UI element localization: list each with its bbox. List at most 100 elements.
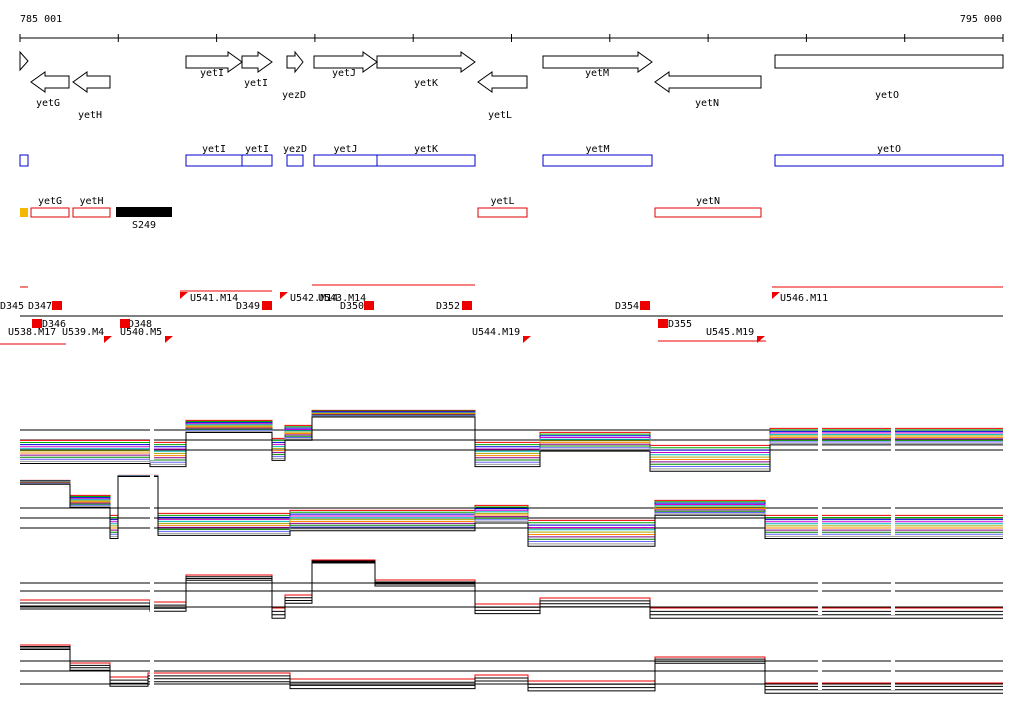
rna-label: S249 [132,220,156,231]
cds-label: yetJ [333,144,357,155]
gap [891,475,895,535]
segment-label: U543.M14 [318,293,366,304]
gene-arrow [654,71,762,93]
segment-label: D354 [615,301,639,312]
segment-label: U540.M5 [120,327,162,338]
cds-box [313,154,378,167]
segment-label: D355 [668,319,692,330]
segment-label: U539.M4 [62,327,104,338]
rna-label: yetL [490,196,514,207]
segment-marker [32,319,42,328]
segment-marker [640,301,650,310]
gene-arrow [542,51,653,73]
gene-label: yetO [875,90,899,101]
rna-label: yetG [38,196,62,207]
segment-label: U542.M14 [290,293,338,304]
segment-label: U546.M11 [780,293,828,304]
gap [150,630,154,690]
segment-label: D350 [340,301,364,312]
expression-trace [20,646,1003,687]
gene-label: yetG [36,98,60,109]
gene-label: yetK [414,78,438,89]
expression-trace [20,412,1003,458]
cds-box [286,154,304,167]
cds-label: yetK [414,144,438,155]
gap [891,555,895,615]
rna-label: yetN [696,196,720,207]
ruler-end: 795 000 [960,14,1002,25]
gene-label: yetI [200,68,224,79]
segment-marker [262,301,272,310]
gene-arrow [477,71,528,93]
cds-label: yetI [245,144,269,155]
segment-corner [523,336,531,343]
segment-label: U541.M14 [190,293,238,304]
cds-box [542,154,653,167]
gap [150,475,154,535]
gene-arrow [313,51,378,73]
cds-label: yetI [202,144,226,155]
expression-trace [20,562,1003,619]
segment-corner [772,292,780,299]
segment-marker [120,319,130,328]
gene-label: yetI [244,78,268,89]
expression-trace [20,476,1003,547]
segment-label: D348 [128,319,152,330]
gene-arrow [30,71,70,93]
gap [818,630,822,690]
segment-label: U538.M17 [8,327,56,338]
gene-arrow [286,50,304,74]
cds-box [185,154,243,167]
expression-trace [20,413,1003,460]
segment-marker [364,301,374,310]
expression-trace [20,649,1003,694]
segment-corner [757,336,765,343]
segment-label: D347 [28,301,52,312]
cds-label: yetO [877,144,901,155]
rna-box [654,207,762,218]
cds-box [376,154,476,167]
gene-arrow [72,71,111,93]
gap [891,400,895,460]
segment-label: D349 [236,301,260,312]
rna-box [72,207,111,218]
segment-marker [658,319,668,328]
expression-trace [20,644,1003,684]
segment-corner [280,292,288,299]
gap [891,630,895,690]
gene-label: yetL [488,110,512,121]
segment-corner [180,292,188,299]
segment-corner [104,336,112,343]
segment-label: U544.M19 [472,327,520,338]
cds-label: yezD [283,144,307,155]
segment-label: D346 [42,319,66,330]
gene-label: yetH [78,110,102,121]
segment-marker [52,301,62,310]
gene-arrow [376,51,476,73]
ruler-start: 785 001 [20,14,62,25]
rna-label: yetH [79,196,103,207]
rna-box [116,207,172,217]
rna-box [30,207,70,218]
cds-box [774,154,1004,167]
cds-label: yetM [585,144,609,155]
cds-box [19,154,29,167]
segment-corner [165,336,173,343]
gene-arrow [19,50,29,72]
expression-trace [20,647,1003,691]
segment-label: U545.M19 [706,327,754,338]
gene-label: yezD [282,90,306,101]
gene-arrow [241,51,273,73]
cds-box [241,154,273,167]
gap [818,555,822,615]
segment-marker [462,301,472,310]
rna-box [477,207,528,218]
rna-box [20,208,28,217]
gene-arrow [185,51,243,73]
gene-box [774,54,1004,69]
gap [150,400,154,460]
gap [818,475,822,535]
segment-label: D345 [0,301,24,312]
gap [150,555,154,615]
